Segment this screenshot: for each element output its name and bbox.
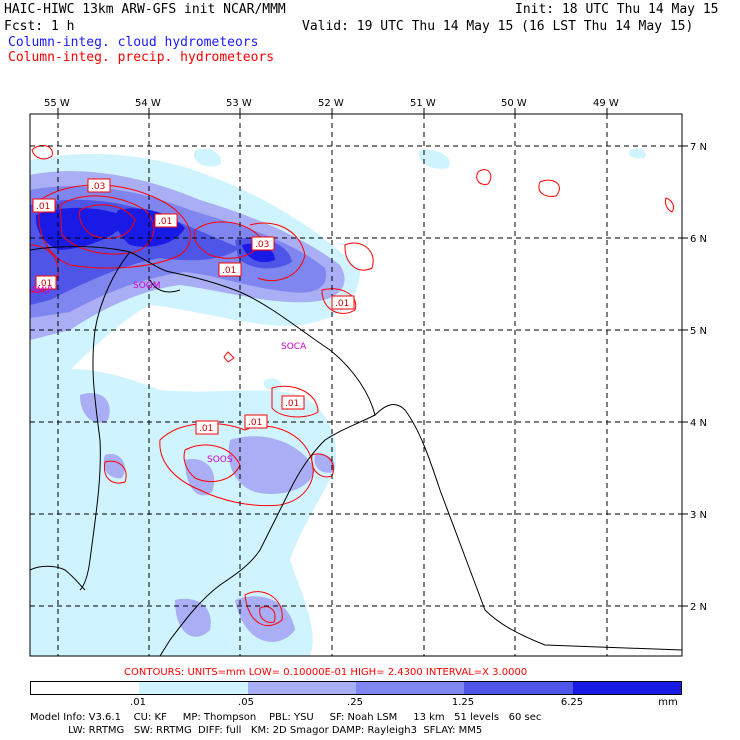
station-label: SOOS	[207, 455, 233, 465]
model-info-line1: Model Info: V3.6.1 CU: KF MP: Thompson P…	[30, 712, 542, 723]
lat-labels: 7 N 6 N 5 N 4 N 3 N 2 N	[690, 142, 707, 613]
model-info-line2: LW: RRTMG SW: RRTMG DIFF: full KM: 2D Sm…	[30, 725, 483, 736]
colorbar	[30, 681, 682, 695]
plot-title: HAIC-HIWC 13km ARW-GFS init NCAR/MMM	[4, 2, 286, 17]
contour-label: .03	[91, 182, 105, 192]
colorbar-label: 1.25	[451, 697, 475, 708]
contour-label: .01	[285, 399, 299, 409]
contours-info: CONTOURS: UNITS=mm LOW= 0.10000E-01 HIGH…	[124, 667, 528, 678]
lon-labels: 55 W 54 W 53 W 52 W 51 W 50 W 49 W	[44, 98, 619, 109]
contour-label: .01	[248, 418, 262, 428]
contour-label: .01	[36, 202, 50, 212]
lon-label: 52 W	[318, 98, 344, 109]
lon-label: 50 W	[501, 98, 527, 109]
colorbar-bin	[247, 682, 356, 694]
station-labels: SOCA SOOS SOGM SMJP	[31, 281, 307, 465]
station-label: SOCA	[281, 342, 307, 352]
lat-label: 5 N	[690, 326, 707, 337]
colorbar-label: .01	[130, 697, 146, 708]
contour-label: .03	[255, 240, 269, 250]
colorbar-unit: mm	[658, 697, 678, 708]
forecast-hour: Fcst: 1 h	[4, 19, 75, 34]
grid-lines	[30, 114, 682, 656]
colorbar-bin	[355, 682, 465, 694]
shaded-field	[30, 148, 646, 656]
colorbar-label: 6.25	[560, 697, 584, 708]
init-time: Init: 18 UTC Thu 14 May 15	[515, 2, 719, 17]
colorbar-bin	[464, 682, 573, 694]
lon-label: 54 W	[135, 98, 161, 109]
colorbar-bin	[31, 682, 140, 694]
colorbar-bin	[139, 682, 248, 694]
station-label: SOGM	[133, 281, 161, 291]
precip-contours	[30, 144, 675, 627]
coastline	[30, 245, 682, 656]
map-frame	[29, 113, 683, 657]
lat-label: 4 N	[690, 418, 707, 429]
contour-label: .01	[199, 424, 213, 434]
legend-precip: Column-integ. precip. hydrometeors	[8, 50, 275, 65]
contour-label: .01	[158, 217, 172, 227]
lon-label: 49 W	[593, 98, 619, 109]
lon-label: 53 W	[226, 98, 252, 109]
legend-cloud: Column-integ. cloud hydrometeors	[8, 35, 259, 50]
contour-label: .01	[335, 299, 349, 309]
lon-label: 55 W	[44, 98, 70, 109]
colorbar-label: .05	[238, 697, 254, 708]
colorbar-bin	[572, 682, 681, 694]
valid-time: Valid: 19 UTC Thu 14 May 15 (16 LST Thu …	[302, 19, 694, 34]
colorbar-label: .25	[347, 697, 363, 708]
contour-value-labels: .03 .01 .01 .03 .01 .01 .01 .01 .01 .01	[32, 178, 355, 435]
lat-label: 3 N	[690, 510, 707, 521]
station-label: SMJP	[31, 286, 53, 296]
lat-label: 7 N	[690, 142, 707, 153]
contour-label: .01	[38, 279, 52, 289]
lat-label: 6 N	[690, 234, 707, 245]
lat-label: 2 N	[690, 602, 707, 613]
lon-label: 51 W	[410, 98, 436, 109]
contour-label: .01	[222, 266, 236, 276]
axis-ticks	[57, 108, 688, 607]
